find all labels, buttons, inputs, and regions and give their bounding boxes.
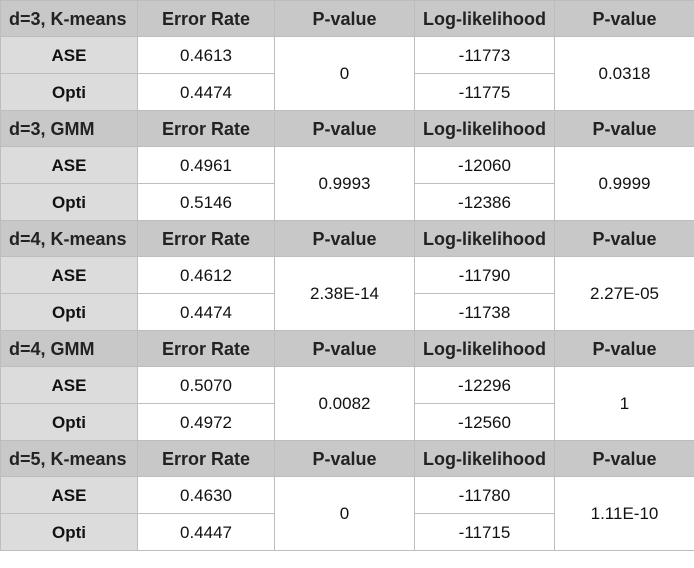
header-row: d=4, GMM Error Rate P-value Log-likeliho…: [0, 330, 694, 367]
log-likelihood-cell: -11715: [414, 513, 555, 551]
row-label: ASE: [0, 256, 138, 294]
error-rate-cell: 0.4612: [137, 256, 275, 294]
row-label: Opti: [0, 293, 138, 331]
block-title: d=5, K-means: [0, 440, 138, 477]
header-p-value: P-value: [554, 0, 694, 37]
header-log-likelihood: Log-likelihood: [414, 220, 555, 257]
log-likelihood-cell: -12386: [414, 183, 555, 221]
log-likelihood-cell: -11738: [414, 293, 555, 331]
row-label: Opti: [0, 513, 138, 551]
error-rate-cell: 0.4474: [137, 293, 275, 331]
table-row: ASE 0.4613 0 -11773 0.0318: [0, 36, 694, 111]
error-rate-cell: 0.4474: [137, 73, 275, 111]
row-label: ASE: [0, 366, 138, 404]
row-label: Opti: [0, 73, 138, 111]
row-label: ASE: [0, 36, 138, 74]
error-rate-cell: 0.4613: [137, 36, 275, 74]
error-rate-cell: 0.4961: [137, 146, 275, 184]
block-title: d=4, GMM: [0, 330, 138, 367]
table-row: Opti 0.4972 -12560: [0, 403, 694, 441]
table-row: Opti 0.4474 -11738: [0, 293, 694, 331]
header-p-value: P-value: [274, 220, 415, 257]
row-label: Opti: [0, 403, 138, 441]
header-error-rate: Error Rate: [137, 330, 275, 367]
block-title: d=3, GMM: [0, 110, 138, 147]
p-value-error-cell: 2.38E-14: [274, 256, 415, 331]
p-value-loglik-cell: 1.11E-10: [554, 476, 694, 551]
log-likelihood-cell: -12060: [414, 146, 555, 184]
header-log-likelihood: Log-likelihood: [414, 330, 555, 367]
log-likelihood-cell: -12296: [414, 366, 555, 404]
block-title: d=4, K-means: [0, 220, 138, 257]
header-log-likelihood: Log-likelihood: [414, 0, 555, 37]
header-p-value: P-value: [554, 440, 694, 477]
header-p-value: P-value: [274, 0, 415, 37]
block-title: d=3, K-means: [0, 0, 138, 37]
table-row: Opti 0.5146 -12386: [0, 183, 694, 221]
p-value-loglik-cell: 0.0318: [554, 36, 694, 111]
header-row: d=3, K-means Error Rate P-value Log-like…: [0, 0, 694, 37]
table-row: ASE 0.4630 0 -11780 1.11E-10: [0, 476, 694, 551]
log-likelihood-cell: -11780: [414, 476, 555, 514]
table-row: ASE 0.5070 0.0082 -12296 1: [0, 366, 694, 441]
p-value-loglik-cell: 0.9999: [554, 146, 694, 221]
row-label: Opti: [0, 183, 138, 221]
row-label: ASE: [0, 476, 138, 514]
log-likelihood-cell: -11773: [414, 36, 555, 74]
table-row: ASE 0.4961 0.9993 -12060 0.9999: [0, 146, 694, 221]
header-row: d=3, GMM Error Rate P-value Log-likeliho…: [0, 110, 694, 147]
header-p-value: P-value: [554, 220, 694, 257]
p-value-error-cell: 0: [274, 36, 415, 111]
p-value-error-cell: 0: [274, 476, 415, 551]
error-rate-cell: 0.5146: [137, 183, 275, 221]
header-error-rate: Error Rate: [137, 110, 275, 147]
table-row: ASE 0.4612 2.38E-14 -11790 2.27E-05: [0, 256, 694, 331]
table-row: Opti 0.4447 -11715: [0, 513, 694, 551]
header-p-value: P-value: [554, 330, 694, 367]
p-value-loglik-cell: 1: [554, 366, 694, 441]
header-error-rate: Error Rate: [137, 440, 275, 477]
header-p-value: P-value: [274, 330, 415, 367]
header-log-likelihood: Log-likelihood: [414, 110, 555, 147]
error-rate-cell: 0.4630: [137, 476, 275, 514]
error-rate-cell: 0.4972: [137, 403, 275, 441]
header-p-value: P-value: [554, 110, 694, 147]
header-p-value: P-value: [274, 110, 415, 147]
log-likelihood-cell: -11790: [414, 256, 555, 294]
header-error-rate: Error Rate: [137, 0, 275, 37]
results-table: d=3, K-means Error Rate P-value Log-like…: [0, 0, 694, 551]
row-label: ASE: [0, 146, 138, 184]
p-value-loglik-cell: 2.27E-05: [554, 256, 694, 331]
header-row: d=4, K-means Error Rate P-value Log-like…: [0, 220, 694, 257]
error-rate-cell: 0.5070: [137, 366, 275, 404]
p-value-error-cell: 0.9993: [274, 146, 415, 221]
table-row: Opti 0.4474 -11775: [0, 73, 694, 111]
log-likelihood-cell: -12560: [414, 403, 555, 441]
header-row: d=5, K-means Error Rate P-value Log-like…: [0, 440, 694, 477]
header-log-likelihood: Log-likelihood: [414, 440, 555, 477]
header-p-value: P-value: [274, 440, 415, 477]
error-rate-cell: 0.4447: [137, 513, 275, 551]
header-error-rate: Error Rate: [137, 220, 275, 257]
log-likelihood-cell: -11775: [414, 73, 555, 111]
p-value-error-cell: 0.0082: [274, 366, 415, 441]
